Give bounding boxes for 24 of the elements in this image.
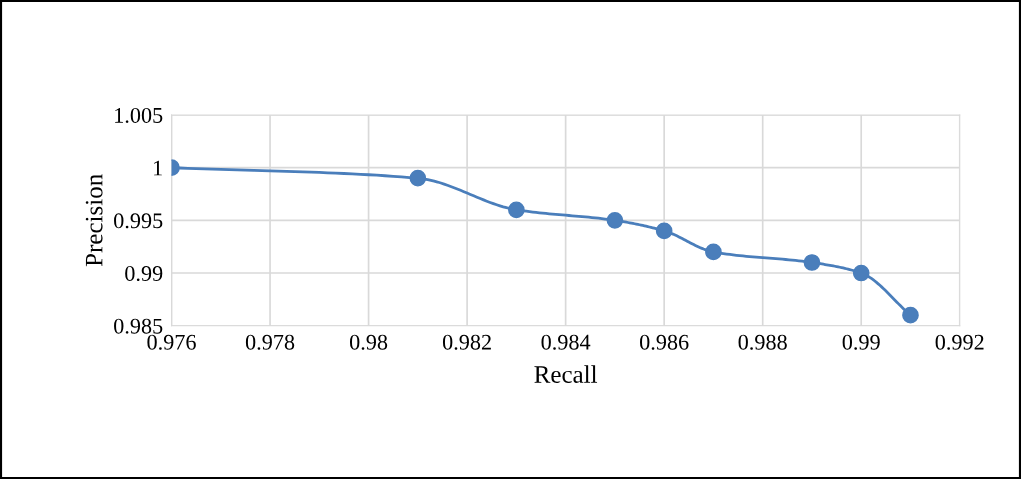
x-tick-label: 0.976 bbox=[147, 334, 196, 350]
y-tick-label: 1.005 bbox=[115, 107, 163, 123]
point bbox=[902, 306, 919, 324]
y-tick-label: 0.99 bbox=[125, 265, 163, 282]
x-tick-label: 0.98 bbox=[349, 334, 388, 350]
x-tick-label: 0.986 bbox=[640, 334, 689, 350]
y-tick-label: 0.985 bbox=[114, 318, 163, 334]
x-tick-label: 0.992 bbox=[935, 334, 984, 350]
point bbox=[508, 201, 525, 219]
x-tick-label: 0.988 bbox=[738, 334, 787, 350]
x-axis-title: Recall bbox=[534, 365, 598, 383]
x-tick-label: 0.984 bbox=[541, 334, 591, 350]
point bbox=[803, 254, 821, 271]
x-tick-label: 0.978 bbox=[245, 334, 295, 350]
y-tick-label: 0.995 bbox=[114, 213, 163, 229]
y-tick-label: 1 bbox=[154, 160, 162, 176]
point bbox=[852, 264, 870, 282]
point bbox=[606, 212, 624, 229]
x-tick-label: 0.982 bbox=[442, 334, 491, 350]
x-tick-label: 0.99 bbox=[842, 334, 880, 350]
point bbox=[705, 243, 722, 261]
point bbox=[409, 169, 427, 187]
y-axis-title: Precision bbox=[85, 174, 103, 267]
point bbox=[655, 222, 673, 240]
